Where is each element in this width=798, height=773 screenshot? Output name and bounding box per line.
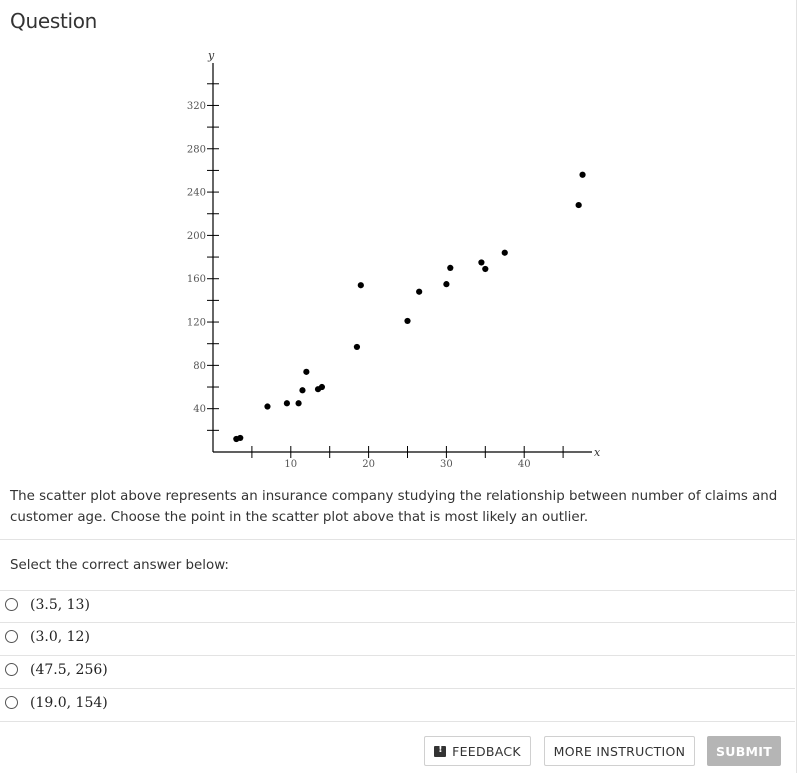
- more-instruction-button-label: MORE INSTRUCTION: [553, 743, 686, 759]
- submit-button[interactable]: SUBMIT: [707, 736, 781, 766]
- divider: [0, 721, 795, 722]
- y-tick-label: 280: [187, 144, 206, 155]
- feedback-button[interactable]: FEEDBACK: [424, 736, 531, 766]
- data-point: [443, 281, 450, 288]
- y-tick-label: 40: [193, 404, 206, 415]
- data-point: [575, 201, 582, 209]
- answer-instruction: Select the correct answer below:: [10, 558, 229, 573]
- answer-option[interactable]: (3.5, 13): [0, 591, 795, 623]
- y-tick-label: 120: [187, 318, 206, 329]
- radio-button[interactable]: [5, 696, 18, 709]
- answer-option-label: (3.0, 12): [30, 629, 90, 645]
- divider: [0, 539, 795, 540]
- question-prompt: The scatter plot above represents an ins…: [10, 489, 778, 525]
- data-point: [299, 387, 306, 394]
- data-point: [579, 171, 586, 178]
- x-tick-label: 40: [518, 459, 531, 470]
- divider: [0, 655, 795, 656]
- y-axis-label: y: [207, 49, 215, 62]
- chart-points: [233, 171, 586, 443]
- answer-option[interactable]: (3.0, 12): [0, 623, 795, 655]
- data-point: [303, 368, 310, 375]
- data-point: [237, 434, 244, 442]
- data-point: [318, 383, 326, 391]
- answer-option-label: (47.5, 256): [30, 662, 108, 678]
- answer-option[interactable]: (47.5, 256): [0, 656, 795, 688]
- divider: [0, 622, 795, 623]
- data-point: [447, 264, 454, 271]
- x-tick-label: 10: [284, 459, 297, 470]
- more-instruction-button[interactable]: MORE INSTRUCTION: [544, 736, 695, 766]
- x-axis-label: x: [594, 446, 601, 459]
- feedback-icon: [434, 744, 447, 757]
- data-point: [283, 400, 291, 407]
- data-point: [501, 249, 508, 256]
- radio-button[interactable]: [5, 663, 18, 676]
- data-point: [478, 259, 485, 266]
- y-tick-label: 320: [187, 101, 206, 112]
- answer-option[interactable]: (19.0, 154): [0, 689, 795, 721]
- submit-button-label: SUBMIT: [715, 743, 773, 759]
- data-point: [404, 317, 411, 325]
- y-tick-label: 80: [193, 361, 206, 372]
- page-title: Question: [10, 9, 98, 33]
- data-point: [416, 288, 423, 295]
- radio-button[interactable]: [5, 598, 18, 611]
- y-tick-label: 200: [187, 231, 206, 242]
- divider: [0, 590, 795, 591]
- answer-option-label: (3.5, 13): [30, 597, 90, 613]
- radio-button[interactable]: [5, 630, 18, 643]
- data-point: [295, 400, 302, 407]
- data-point: [357, 282, 364, 289]
- divider: [0, 688, 795, 689]
- x-tick-label: 30: [440, 459, 453, 470]
- answer-option-label: (19.0, 154): [30, 695, 108, 711]
- chart-ticks: 10 20 30 40 40 80 120 160 200 240 280 320: [187, 83, 564, 470]
- chart-axes: xy: [207, 49, 601, 459]
- feedback-button-label: FEEDBACK: [452, 743, 521, 759]
- data-point: [353, 343, 361, 351]
- y-tick-label: 160: [187, 274, 206, 285]
- data-point: [482, 265, 489, 273]
- data-point: [264, 403, 271, 410]
- x-tick-label: 20: [362, 459, 375, 470]
- y-tick-label: 240: [187, 188, 206, 199]
